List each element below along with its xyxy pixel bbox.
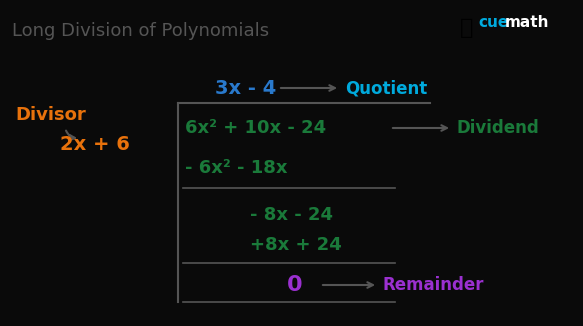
Text: - 8x - 24: - 8x - 24 xyxy=(250,206,333,224)
Text: Long Division of Polynomials: Long Division of Polynomials xyxy=(12,22,269,40)
Text: 3x - 4: 3x - 4 xyxy=(215,79,276,97)
Text: +8x + 24: +8x + 24 xyxy=(250,236,342,254)
Text: Remainder: Remainder xyxy=(382,276,483,294)
Text: 🚀: 🚀 xyxy=(460,18,473,38)
Text: Dividend: Dividend xyxy=(457,119,540,137)
Text: Divisor: Divisor xyxy=(15,106,86,124)
FancyArrowPatch shape xyxy=(66,131,75,141)
Text: 6x² + 10x - 24: 6x² + 10x - 24 xyxy=(185,119,326,137)
Text: 0: 0 xyxy=(287,275,303,295)
Text: Quotient: Quotient xyxy=(345,79,427,97)
Text: 2x + 6: 2x + 6 xyxy=(60,136,130,155)
Text: math: math xyxy=(505,15,550,30)
Text: - 6x² - 18x: - 6x² - 18x xyxy=(185,159,287,177)
Text: cue: cue xyxy=(478,15,508,30)
